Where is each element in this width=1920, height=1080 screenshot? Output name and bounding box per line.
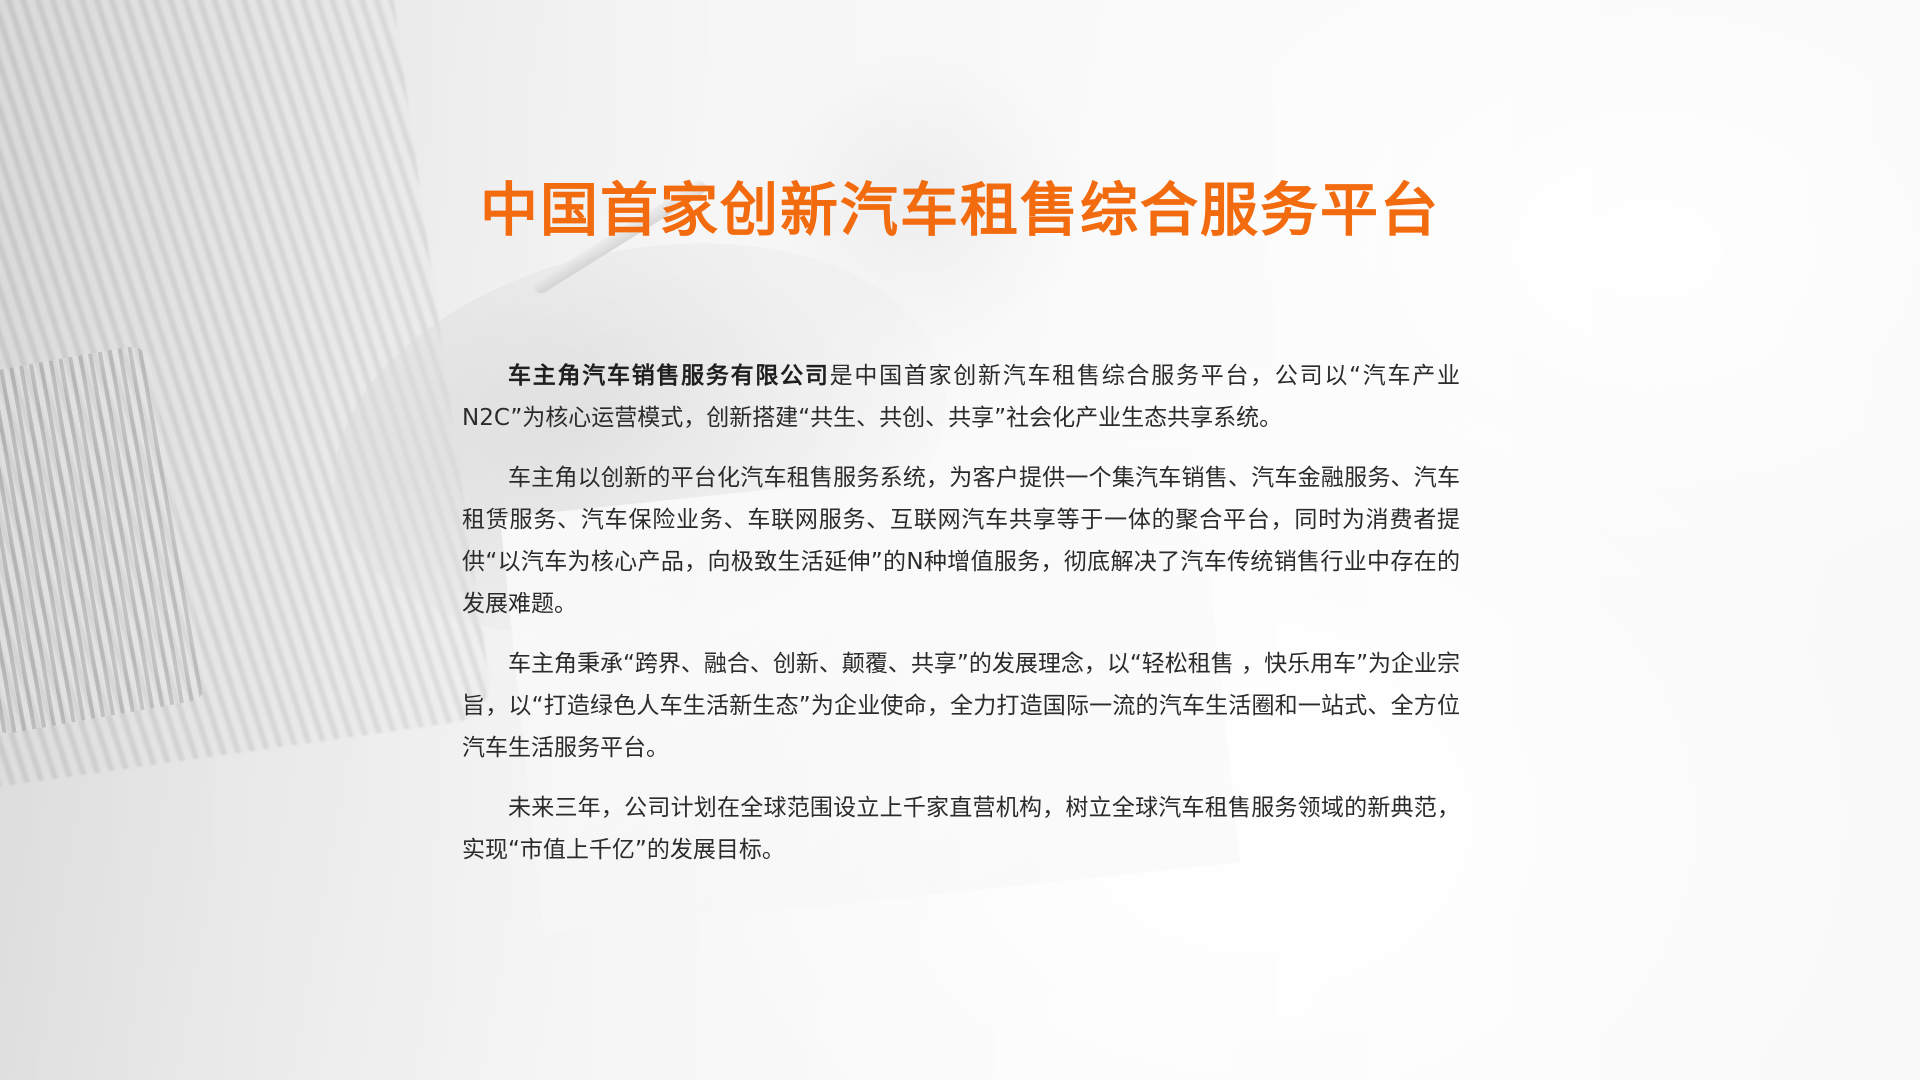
- page-title: 中国首家创新汽车租售综合服务平台: [479, 176, 1440, 244]
- paragraph-3: 车主角秉承“跨界、融合、创新、颠覆、共享”的发展理念，以“轻松租售 ，快乐用车”…: [462, 651, 1460, 761]
- intro-text: 车主角汽车销售服务有限公司是中国首家创新汽车租售综合服务平台，公司以“汽车产业N…: [462, 355, 1460, 889]
- paragraph-1-text: 是中国首家创新汽车租售综合服务平台，公司以“汽车产业N2C”为核心运营模式，创新…: [462, 363, 1460, 431]
- paragraph-1: 车主角汽车销售服务有限公司是中国首家创新汽车租售综合服务平台，公司以“汽车产业N…: [462, 355, 1460, 439]
- paragraph-4: 未来三年，公司计划在全球范围设立上千家直营机构，树立全球汽车租售服务领域的新典范…: [462, 795, 1460, 863]
- paragraph-2: 车主角以创新的平台化汽车租售服务系统，为客户提供一个集汽车销售、汽车金融服务、汽…: [462, 465, 1460, 617]
- company-name: 车主角汽车销售服务有限公司: [508, 363, 830, 389]
